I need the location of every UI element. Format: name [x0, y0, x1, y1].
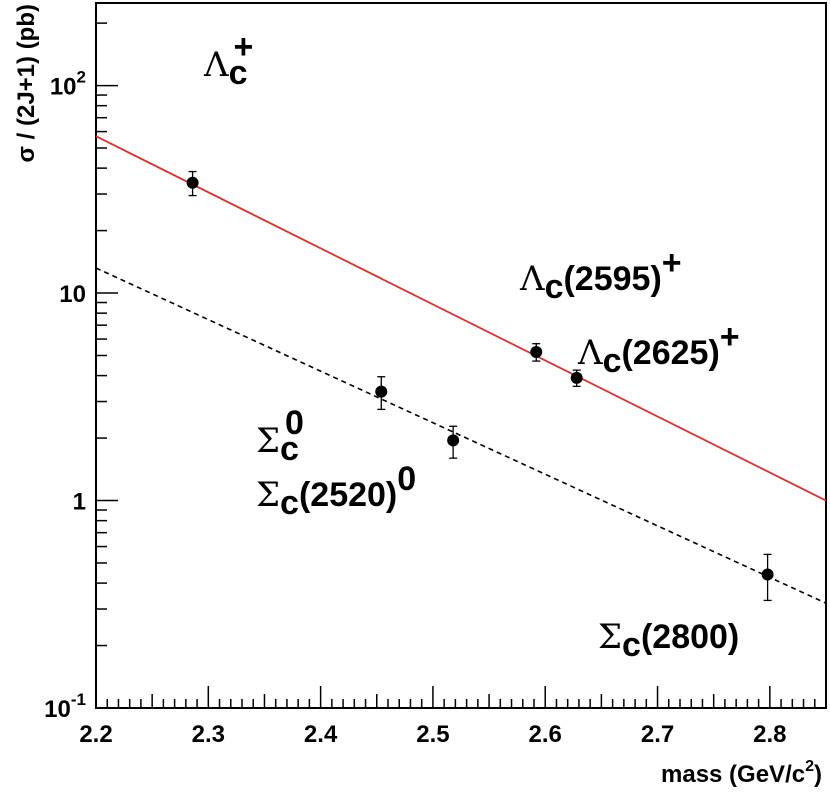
annotation-part: (2520)	[299, 476, 397, 514]
x-tick-label: 2.2	[79, 721, 112, 748]
annotation-part: 0	[285, 404, 304, 442]
annotation-sigma-c-2800: Σc(2800)	[598, 617, 739, 664]
annotation-part: +	[720, 318, 740, 356]
annotation-part: (2595)	[563, 260, 661, 298]
x-axis-label-part: 2	[805, 758, 814, 775]
annotation-part: c	[280, 484, 299, 522]
dashed-fit-line	[95, 267, 827, 604]
y-tick-label: 1	[73, 489, 86, 516]
y-tick-base: 10	[59, 281, 86, 308]
annotation-part: +	[662, 244, 682, 282]
data-point	[186, 170, 199, 197]
axis-labels: mass (GeV/c2)σ / (2J+1) (pb)	[13, 4, 822, 788]
annotation-part: Σ	[598, 617, 622, 657]
annotation-part: c	[280, 430, 299, 468]
y-tick-exponent: -1	[71, 690, 86, 709]
annotation-lambda-c-2595: Λc(2595)+	[519, 244, 682, 306]
annotation-part: 0	[397, 460, 416, 498]
annotation-part: Λ	[519, 259, 545, 299]
marker	[761, 568, 774, 581]
marker	[570, 371, 583, 384]
x-tick-label: 2.8	[753, 721, 786, 748]
annotation-lambda-c-2625: Λc(2625)+	[577, 318, 740, 380]
marker	[186, 176, 199, 189]
y-tick-label: 102	[50, 68, 86, 101]
x-axis-label-part: mass (GeV/c	[661, 761, 805, 788]
y-tick-label: 10	[59, 281, 86, 308]
y-tick-base: 10	[50, 74, 77, 101]
data-point	[375, 376, 388, 411]
annotation-part: +	[233, 28, 253, 66]
annotation-part: Λ	[203, 45, 229, 85]
annotation-part: c	[229, 54, 248, 92]
marker	[530, 345, 543, 358]
data-point	[530, 343, 543, 362]
annotation-lambda-c: Λc+	[203, 28, 253, 92]
x-tick-label: 2.5	[416, 721, 449, 748]
y-tick-base: 1	[73, 489, 86, 516]
annotation-part: (2625)	[621, 334, 719, 372]
annotation-sigma-c: Σc0	[256, 404, 304, 468]
fit-lines	[95, 135, 827, 604]
x-tick-label: 2.7	[641, 721, 674, 748]
x-tick-label: 2.4	[304, 721, 338, 748]
annotation-part: Σ	[256, 475, 280, 515]
marker	[447, 434, 460, 447]
annotations: Λc+Λc(2595)+Λc(2625)+Σc0Σc(2520)0Σc(2800…	[203, 28, 740, 664]
y-tick-exponent: 2	[77, 68, 86, 87]
y-tick-label: 10-1	[44, 690, 86, 723]
solid-fit-line	[95, 135, 827, 502]
annotation-sigma-c-2520: Σc(2520)0	[256, 460, 416, 522]
x-tick-label: 2.3	[192, 721, 225, 748]
y-tick-base: 10	[44, 696, 71, 723]
annotation-part: Λ	[577, 333, 603, 373]
x-axis-label: mass (GeV/c2)	[661, 758, 822, 788]
data-point	[447, 425, 460, 459]
data-point	[570, 369, 583, 388]
annotation-part: c	[545, 268, 564, 306]
marker	[375, 385, 388, 398]
data-points	[186, 170, 774, 602]
x-tick-label: 2.6	[529, 721, 562, 748]
annotation-part: c	[603, 342, 622, 380]
x-axis-label-part: )	[814, 761, 822, 788]
data-point	[761, 553, 774, 602]
annotation-part: Σ	[256, 421, 280, 461]
annotation-part: (2800)	[641, 618, 739, 656]
y-axis-label: σ / (2J+1) (pb)	[13, 4, 40, 162]
annotation-part: c	[622, 626, 641, 664]
